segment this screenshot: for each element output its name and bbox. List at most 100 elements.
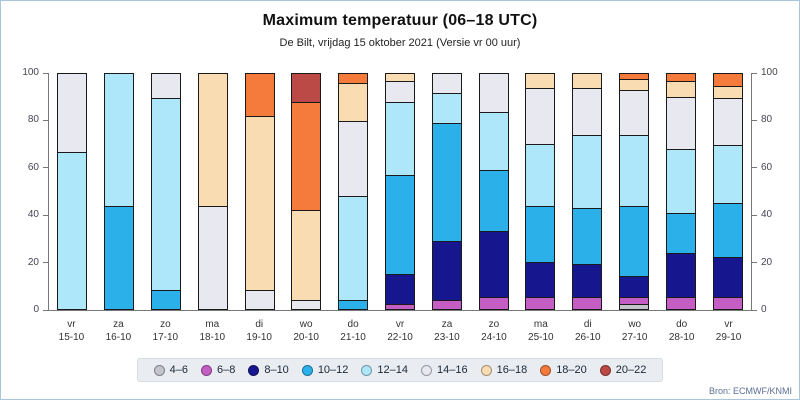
bar-slot xyxy=(283,73,330,310)
bar-segment-12–14 xyxy=(573,135,602,208)
bar-segment-14–16 xyxy=(479,74,508,112)
x-label-day: ma xyxy=(205,319,220,330)
x-label-do-21-10: do 21-10 xyxy=(330,318,377,344)
bar-slot xyxy=(143,73,190,310)
bar-segment-10–12 xyxy=(432,123,461,241)
x-label-date: 15-10 xyxy=(58,332,85,343)
bar-segment-8–10 xyxy=(713,257,742,298)
legend-dot xyxy=(200,364,212,376)
bar-slot xyxy=(657,73,704,310)
bar-segment-16–18 xyxy=(385,74,414,82)
bar-segment-18–20 xyxy=(245,74,274,117)
stacked-bar-zo-24-10 xyxy=(478,73,509,310)
bar-segment-6–8 xyxy=(479,297,508,309)
x-label-date: 27-10 xyxy=(621,332,648,343)
bar-segment-20–22 xyxy=(292,74,321,103)
y-tick-label: 80 xyxy=(27,114,39,126)
bar-segment-16–18 xyxy=(198,74,227,206)
x-label-vr-22-10: vr 22-10 xyxy=(377,318,424,344)
bar-segment-10–12 xyxy=(479,170,508,232)
bar-segment-14–16 xyxy=(198,205,227,309)
chart-area: 0 0 20 20 40 40 60 60 80 80 100 100 xyxy=(22,67,777,315)
bar-slot xyxy=(377,73,424,310)
x-label-ma-25-10: ma 25-10 xyxy=(517,318,564,344)
stacked-bar-wo-27-10 xyxy=(618,73,649,310)
legend-dot xyxy=(421,364,432,376)
x-label-day: do xyxy=(676,319,688,330)
bar-segment-6–8 xyxy=(666,297,695,309)
x-label-date: 22-10 xyxy=(387,332,413,343)
legend-dot xyxy=(301,364,313,376)
legend-dot xyxy=(248,364,260,376)
x-label-zo-17-10: zo 17-10 xyxy=(142,318,189,344)
x-label-wo-20-10: wo 20-10 xyxy=(283,318,330,344)
y-tick xyxy=(752,262,757,264)
legend-item-16–18: 16–18 xyxy=(480,364,528,376)
x-label-date: 16-10 xyxy=(105,332,132,343)
bar-segment-12–14 xyxy=(385,102,414,176)
x-label-day: di xyxy=(583,319,592,330)
y-tick-label: 60 xyxy=(27,161,39,173)
bar-segment-6–8 xyxy=(713,297,742,309)
x-label-day: zo xyxy=(488,319,500,330)
chart-title: Maximum temperatuur (06–18 UTC) xyxy=(262,12,538,29)
bar-segment-16–18 xyxy=(339,83,368,121)
x-label-date: 24-10 xyxy=(481,332,507,343)
y-tick-label: 100 xyxy=(761,67,778,78)
y-tick xyxy=(43,72,48,74)
legend-dot xyxy=(480,364,492,376)
x-label-di-19-10: di 19-10 xyxy=(236,318,283,344)
bar-segment-10–12 xyxy=(526,205,555,262)
bar-segment-12–14 xyxy=(58,151,87,309)
bar-segment-16–18 xyxy=(292,210,321,300)
bar-segment-12–14 xyxy=(619,135,648,206)
bar-slot xyxy=(611,73,658,310)
stacked-bar-wo-20-10 xyxy=(291,73,322,310)
bar-segment-8–10 xyxy=(573,264,602,298)
legend-item-8–10: 8–10 xyxy=(248,364,289,376)
x-label-day: za xyxy=(441,319,453,330)
bar-segment-8–10 xyxy=(526,261,555,298)
x-label-date: 26-10 xyxy=(574,332,601,343)
x-label-day: wo xyxy=(628,319,642,330)
bar-segment-14–16 xyxy=(432,74,461,93)
bar-segment-16–18 xyxy=(619,78,648,91)
bar-segment-4–6 xyxy=(619,304,648,309)
legend-item-4–6: 4–6 xyxy=(153,364,188,376)
bar-segment-14–16 xyxy=(526,88,555,145)
legend-label: 16–18 xyxy=(496,364,528,376)
legend-dot xyxy=(361,364,373,376)
y-tick xyxy=(752,309,757,311)
y-tick-label: 0 xyxy=(761,304,767,315)
bar-segment-16–18 xyxy=(245,116,274,291)
x-label-date: 17-10 xyxy=(152,332,179,343)
y-tick-label: 80 xyxy=(761,114,773,126)
x-label-day: vr xyxy=(395,319,405,330)
stacked-bar-vr-29-10 xyxy=(712,73,743,310)
bar-segment-10–12 xyxy=(619,205,648,277)
x-label-vr-29-10: vr 29-10 xyxy=(705,318,752,344)
x-label-day: di xyxy=(255,319,264,330)
legend-label: 12–14 xyxy=(377,364,408,376)
x-label-day: wo xyxy=(299,319,313,330)
x-label-date: 20-10 xyxy=(293,332,319,343)
stacked-bar-ma-18-10 xyxy=(197,73,228,310)
legend-label: 4–6 xyxy=(169,364,188,376)
bar-segment-14–16 xyxy=(666,97,695,150)
bar-slot xyxy=(517,73,564,310)
y-tick-label: 20 xyxy=(27,256,39,268)
x-label-date: 23-10 xyxy=(434,332,460,343)
x-label-di-26-10: di 26-10 xyxy=(564,318,611,344)
x-label-day: ma xyxy=(533,319,548,330)
bar-segment-18–20 xyxy=(292,102,321,211)
bar-slot xyxy=(564,73,611,310)
bar-segment-10–12 xyxy=(713,203,742,258)
bar-segment-8–10 xyxy=(666,252,695,298)
x-label-day: do xyxy=(347,319,359,330)
bars-row xyxy=(49,73,751,310)
stacked-bar-za-23-10 xyxy=(431,73,462,310)
stacked-bar-zo-17-10 xyxy=(150,73,181,310)
bar-slot xyxy=(423,73,470,310)
bar-segment-18–20 xyxy=(713,74,742,86)
